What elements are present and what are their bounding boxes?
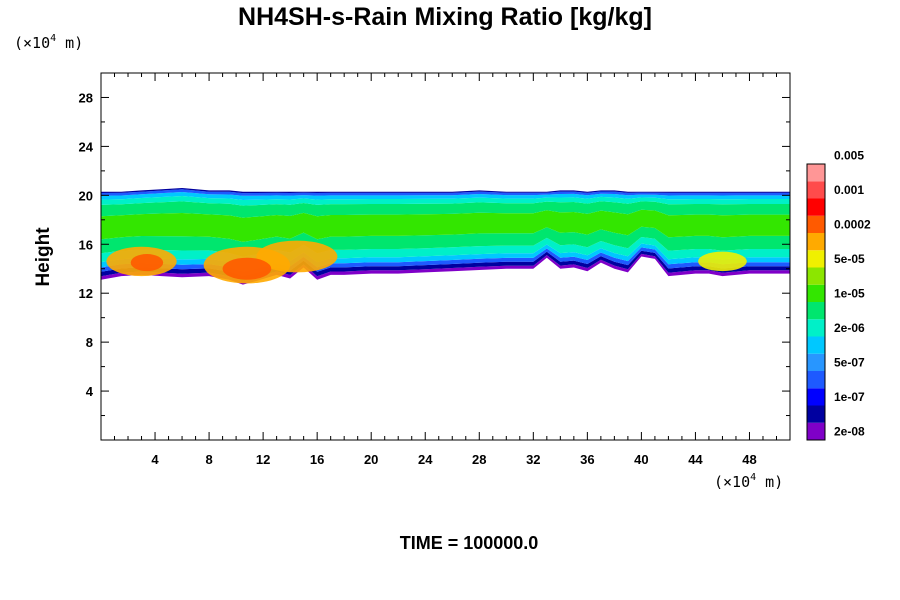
colorbar-label: 1e-05 <box>834 286 865 300</box>
hotspot-5 <box>130 254 164 272</box>
x-tick-label: 4 <box>151 452 159 467</box>
x-unit-suffix: m) <box>756 473 783 491</box>
y-axis: 4 8 12 16 20 24 28 <box>79 90 790 417</box>
colorbar-label: 2e-08 <box>834 424 865 438</box>
x-tick-label: 20 <box>364 452 378 467</box>
layer-band-11 <box>101 188 790 194</box>
y-tick-label: 12 <box>79 286 93 301</box>
plot-frame <box>100 72 791 441</box>
colorbar-swatch <box>807 405 825 423</box>
x-unit-label: (×104 m) <box>714 472 783 491</box>
y-tick-label: 24 <box>79 139 94 154</box>
y-unit-exp: 4 <box>50 33 56 44</box>
colorbar-label: 5e-07 <box>834 355 865 369</box>
layer-band-8 <box>101 196 790 206</box>
colorbar-label: 0.005 <box>834 148 864 162</box>
colorbar-swatch <box>807 353 825 371</box>
x-axis: 4 8 12 16 20 24 28 32 36 40 44 48 <box>114 73 777 467</box>
y-axis-label: Height <box>33 227 54 287</box>
y-tick-label: 28 <box>79 90 93 105</box>
svg-text:(×104 m): (×104 m) <box>14 33 83 52</box>
colorbar-label: 1e-07 <box>834 390 865 404</box>
x-tick-label: 36 <box>580 452 594 467</box>
x-tick-label: 40 <box>634 452 648 467</box>
layer-band-10 <box>101 189 790 196</box>
x-tick-label: 28 <box>472 452 486 467</box>
x-tick-label: 44 <box>688 452 703 467</box>
layer-band-1 <box>101 250 790 281</box>
layer-band-6 <box>101 209 790 242</box>
layer-band-7 <box>101 201 790 218</box>
colorbar-swatch <box>807 422 825 440</box>
y-tick-label: 20 <box>79 188 93 203</box>
colorbar-label: 0.0002 <box>834 217 871 231</box>
y-unit-prefix: (×10 <box>14 34 50 52</box>
colorbar-swatch <box>807 181 825 199</box>
x-unit-exp: 4 <box>750 472 756 483</box>
colorbar-swatch <box>807 284 825 302</box>
colorbar-swatch <box>807 388 825 406</box>
x-tick-label: 48 <box>742 452 756 467</box>
colorbar-swatch <box>807 371 825 389</box>
svg-text:(×104 m): (×104 m) <box>714 472 783 491</box>
colorbar-swatch <box>807 336 825 354</box>
x-tick-label: 8 <box>205 452 212 467</box>
layer-band-0 <box>101 253 790 285</box>
colorbar-frame <box>806 163 826 441</box>
plot-data <box>101 188 790 285</box>
y-tick-label: 4 <box>86 384 94 399</box>
colorbar-swatch <box>807 233 825 251</box>
layer-band-2 <box>101 247 790 277</box>
colorbar-swatch <box>807 198 825 216</box>
colorbar-swatch <box>807 215 825 233</box>
time-label: TIME = 100000.0 <box>400 533 539 553</box>
colorbar-swatch <box>807 250 825 268</box>
y-tick-label: 16 <box>79 237 93 252</box>
layer-band-9 <box>101 192 790 200</box>
x-tick-label: 16 <box>310 452 324 467</box>
hotspot-3 <box>698 251 747 272</box>
chart-title: NH4SH-s-Rain Mixing Ratio [kg/kg] <box>238 3 652 31</box>
x-tick-label: 32 <box>526 452 540 467</box>
y-tick-label: 8 <box>86 335 93 350</box>
colorbar-swatch <box>807 319 825 337</box>
hotspot-1 <box>256 240 338 273</box>
y-unit-suffix: m) <box>56 34 83 52</box>
x-tick-label: 12 <box>256 452 270 467</box>
x-tick-label: 24 <box>418 452 433 467</box>
x-unit-prefix: (×10 <box>714 473 750 491</box>
colorbar-label: 5e-05 <box>834 252 865 266</box>
colorbar-swatch <box>807 164 825 182</box>
layer-band-3 <box>101 243 790 272</box>
colorbar: 2e-08 1e-07 5e-07 2e-06 1e-05 5e-05 0.0002 0.00… <box>806 148 871 441</box>
hotspot-4 <box>222 257 272 280</box>
colorbar-label: 0.001 <box>834 183 864 197</box>
colorbar-label: 2e-06 <box>834 321 865 335</box>
colorbar-swatch <box>807 302 825 320</box>
colorbar-swatch <box>807 267 825 285</box>
y-unit-label: (×104 m) <box>14 33 83 52</box>
